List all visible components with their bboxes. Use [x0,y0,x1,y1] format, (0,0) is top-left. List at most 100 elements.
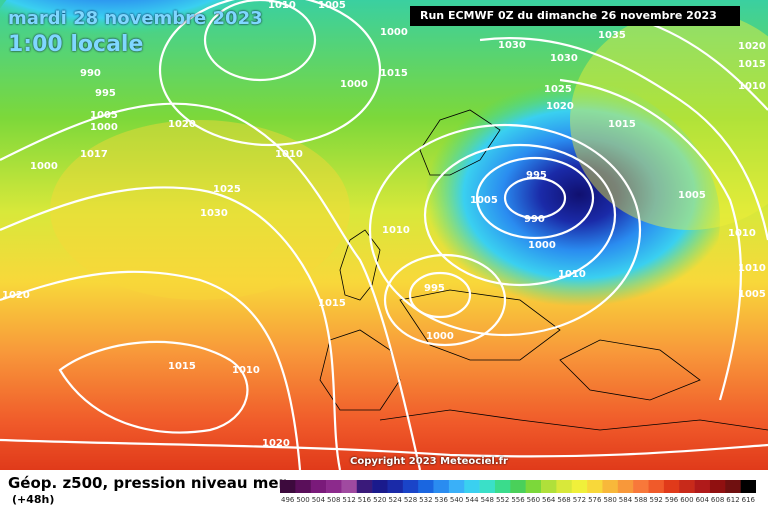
isobar-label: 1015 [380,68,408,79]
isobar-label: 1015 [318,298,346,309]
isobar-label: 1005 [738,289,766,300]
legend-swatch [602,480,619,493]
legend-tick-label: 556 [511,496,525,504]
central-european-low [280,60,720,380]
legend-tick-label: 600 [680,496,693,504]
legend-swatch [648,480,665,493]
legend-tick-label: 552 [496,496,509,504]
legend-swatch [510,480,526,493]
legend-swatch [587,480,603,493]
legend-swatch [725,480,741,493]
legend-swatch [356,480,373,493]
legend-tick-label: 564 [542,496,556,504]
isobar-label: 1010 [268,0,296,11]
legend-swatch [571,480,588,493]
legend-tick-label: 520 [373,496,386,504]
isobar-label: 990 [80,68,101,79]
legend-tick-label: 584 [619,496,633,504]
legend-swatch [709,480,726,493]
legend-swatch [525,480,542,493]
legend-tick-label: 604 [696,496,710,504]
isobar-label: 995 [526,170,547,181]
isobar-label: 1010 [558,269,586,280]
isobar-label: 1010 [232,365,260,376]
legend-swatch [633,480,649,493]
legend-swatch [280,480,296,493]
isobar-label: 1015 [608,119,636,130]
isobar-label: 1000 [340,79,368,90]
legend-swatch [679,480,695,493]
legend-swatch [295,480,311,493]
isobar-label: 1015 [738,59,766,70]
legend-tick-label: 524 [388,496,402,504]
isobar-label: 1010 [382,225,410,236]
map-footer: Géop. z500, pression niveau mer (+48h) 4… [0,470,768,512]
isobar-label: 1025 [213,184,241,195]
model-run-banner: Run ECMWF 0Z du dimanche 26 novembre 202… [410,6,740,26]
isobar-label: 1020 [546,101,574,112]
isobar-label: 1005 [90,110,118,121]
copyright-notice: Copyright 2023 Meteociel.fr [350,456,508,467]
legend-swatch [740,480,756,493]
isobar-label: 1010 [738,263,766,274]
isobar-label: 990 [524,214,545,225]
legend-tick-label: 544 [465,496,479,504]
legend-tick-label: 616 [742,496,756,504]
forecast-time: 1:00 locale [8,32,144,57]
legend-tick-label: 596 [665,496,679,504]
isobar-label: 1030 [200,208,228,219]
isobar-label: 1020 [168,119,196,130]
legend-swatch [418,480,434,493]
isobar-label: 1005 [470,195,498,206]
isobar-label: 1005 [678,190,706,201]
legend-tick-label: 528 [404,496,417,504]
isobar-label: 1000 [528,240,556,251]
isobar-label: 1035 [598,30,626,41]
isobar-label: 995 [424,283,445,294]
isobar-label: 1000 [380,27,408,38]
legend-tick-label: 496 [281,496,295,504]
legend-swatch [402,480,419,493]
isobar-label: 1020 [738,41,766,52]
isobar-label: 995 [95,88,116,99]
legend-tick-label: 576 [588,496,602,504]
isobar-label: 1030 [550,53,578,64]
forecast-offset: (+48h) [12,493,55,506]
isobar-label: 1030 [498,40,526,51]
legend-tick-label: 540 [450,496,463,504]
legend-tick-label: 532 [419,496,432,504]
legend-swatch [617,480,634,493]
isobar-label: 1010 [275,149,303,160]
legend-swatch [387,480,404,493]
legend-swatch [448,480,465,493]
atlantic-ridge [50,120,350,300]
legend-tick-label: 580 [603,496,616,504]
isobar-label: 1025 [544,84,572,95]
color-scale-legend: 496 500 504 508 512 516 520 524 528 532 536 540 544 5… [280,480,756,504]
legend-swatch [326,480,342,493]
legend-tick-label: 508 [327,496,340,504]
legend-swatch [479,480,496,493]
legend-swatch [556,480,573,493]
isobar-label-layer: 1010 1005 1000 990 995 1005 1000 1000 10… [2,0,766,449]
isobar-label: 1000 [426,331,454,342]
parameter-title: Géop. z500, pression niveau mer [8,474,286,492]
legend-tick-label: 568 [557,496,570,504]
isobar-label: 1017 [80,149,108,160]
forecast-date: mardi 28 novembre 2023 [8,8,263,29]
legend-swatch [433,480,450,493]
isobar-label: 1020 [262,438,290,449]
isobar-label: 1015 [168,361,196,372]
legend-tick-label: 500 [296,496,309,504]
legend-tick-label: 512 [342,496,355,504]
legend-swatch [541,480,557,493]
legend-swatch [310,480,327,493]
legend-swatch [494,480,511,493]
isobar-label: 1000 [90,122,118,133]
legend-swatch [341,480,358,493]
legend-swatch [694,480,711,493]
isobar-label: 1010 [728,228,756,239]
legend-tick-label: 548 [481,496,494,504]
geopotential-map: 1010 1005 1000 990 995 1005 1000 1000 10… [0,0,768,470]
isobar-label: 1010 [738,81,766,92]
